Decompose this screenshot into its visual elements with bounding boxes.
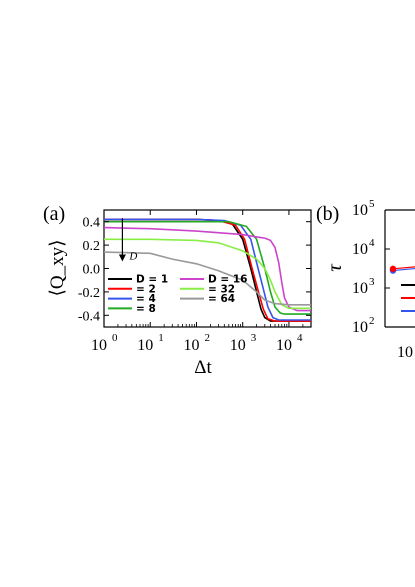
b-y-tick-label: 10 xyxy=(352,202,368,219)
b-y-tick-label: 10 xyxy=(352,280,368,297)
b-y-tick-label: 10 xyxy=(352,319,368,336)
plot-a-legend: D = 1= 2= 4= 8 D = 16= 32= 64 xyxy=(108,274,247,315)
x-tick-exponent: 1 xyxy=(158,332,164,344)
x-tick-exponent: 4 xyxy=(297,332,303,344)
y-tick-label: 0.0 xyxy=(83,263,101,278)
plot-b-x-tick-partial: 10 xyxy=(397,344,413,361)
y-tick-label: 0.4 xyxy=(83,216,101,231)
d-arrow-label: D xyxy=(128,250,137,262)
plot-b-legend xyxy=(401,284,415,312)
d-arrow-head xyxy=(118,254,126,262)
plot-a-xlabel: Δt xyxy=(194,357,212,378)
plot-b-markers xyxy=(389,265,415,274)
d-arrow-annotation: D xyxy=(118,218,137,262)
b-y-tick-label: 10 xyxy=(352,241,368,258)
legend-label: D = 1 xyxy=(136,274,168,286)
b-y-tick-exponent: 3 xyxy=(369,276,375,288)
b-y-tick-exponent: 2 xyxy=(369,315,375,327)
legend-label: = 32 xyxy=(208,283,235,295)
x-tick-exponent: 0 xyxy=(112,332,118,344)
y-tick-label: 0.2 xyxy=(83,239,101,254)
x-tick-label: 10 xyxy=(91,337,107,354)
legend-label: = 4 xyxy=(136,293,156,305)
series-line-5 xyxy=(103,226,311,312)
x-tick-label: 10 xyxy=(276,337,292,354)
series-line-3 xyxy=(104,218,311,321)
plot-a-x-ticks: 10 0 10 1 10 2 10 3 10 4 xyxy=(91,210,312,354)
panel-a: (a) 10 0 10 1 10 2 10 3 10 4 0.4 0.2 0.0 -0.2 -0.4 D … xyxy=(43,203,312,378)
y-tick-label: -0.4 xyxy=(78,309,100,324)
b-y-tick-exponent: 5 xyxy=(369,198,375,210)
legend-label: = 8 xyxy=(136,303,156,315)
x-tick-label: 10 xyxy=(183,337,199,354)
b-line-1 xyxy=(392,267,415,272)
plot-a-ylabel: ⟨Q_xy⟩ xyxy=(47,239,68,296)
x-tick-exponent: 2 xyxy=(204,332,210,344)
plot-a-y-ticks: 0.4 0.2 0.0 -0.2 -0.4 xyxy=(78,216,311,324)
plot-b-ylabel: τ xyxy=(322,263,346,272)
series-line-6 xyxy=(104,238,311,310)
series-line-7 xyxy=(103,251,311,306)
y-tick-label: -0.2 xyxy=(78,286,100,301)
legend-label: = 2 xyxy=(136,283,156,295)
legend-label: = 64 xyxy=(208,293,235,305)
x-tick-exponent: 3 xyxy=(251,332,257,344)
legend-label: D = 16 xyxy=(208,274,247,286)
panel-a-label: (a) xyxy=(43,203,65,225)
plot-a-series xyxy=(103,218,311,322)
x-tick-label: 10 xyxy=(230,337,246,354)
panel-b-label: (b) xyxy=(316,203,339,225)
x-tick-label: 10 xyxy=(137,337,153,354)
b-line-2 xyxy=(392,266,415,270)
b-y-tick-exponent: 4 xyxy=(369,237,375,249)
